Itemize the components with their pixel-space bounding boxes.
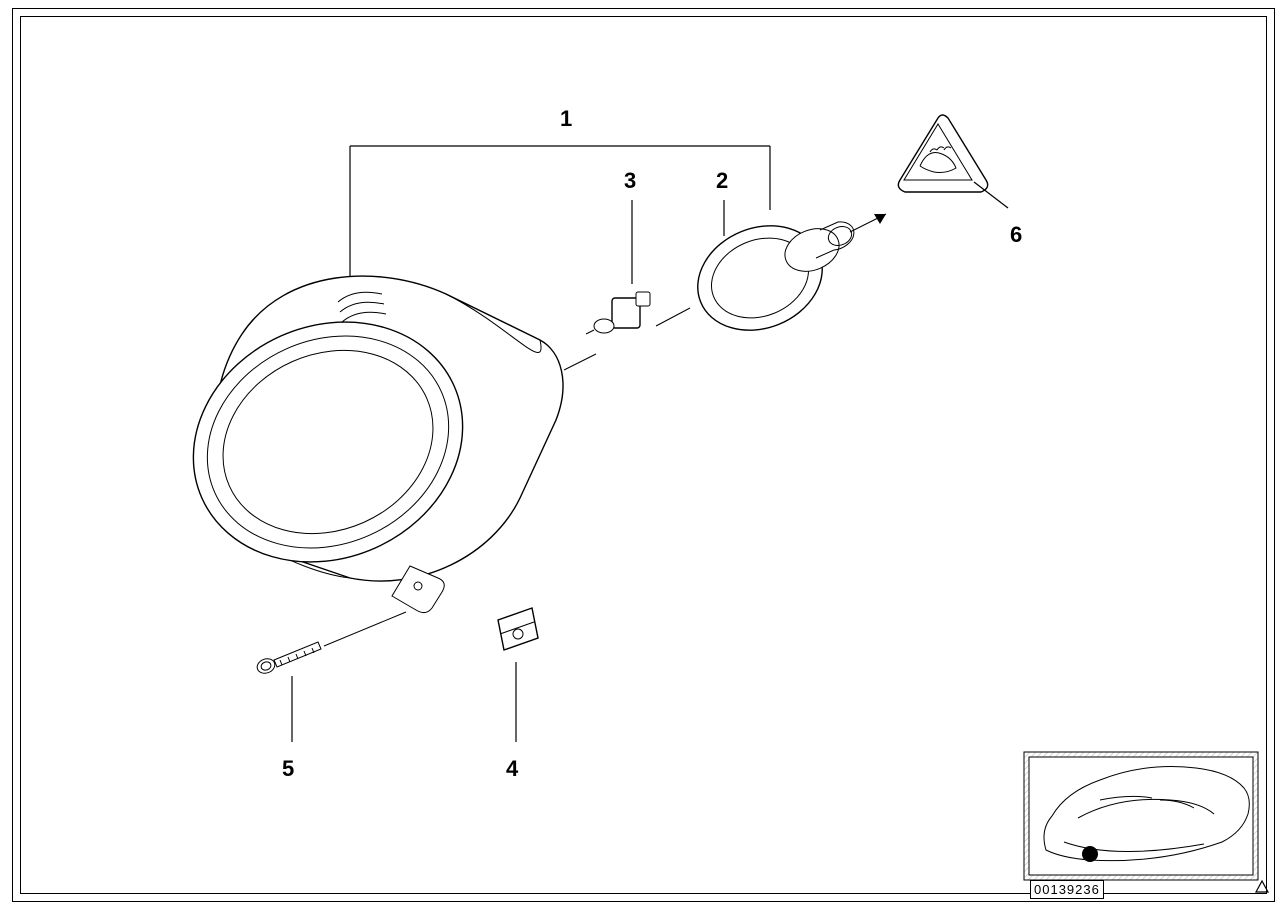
reference-number: 00139236 [1030,880,1104,899]
screw [255,642,321,676]
callout-3: 3 [624,168,636,194]
callout-5: 5 [282,756,294,782]
rear-cap [682,208,855,349]
locator-inset [1024,752,1258,880]
callout-2: 2 [716,168,728,194]
callout-1: 1 [560,106,572,132]
warning-icon [898,115,987,192]
bulb [586,292,650,334]
footer-warn-icon [1256,881,1268,892]
callout-6: 6 [1010,222,1022,248]
fog-lamp-body [155,276,563,613]
callout-4: 4 [506,756,518,782]
clip-plate [498,608,538,650]
diagram-canvas [0,0,1287,910]
